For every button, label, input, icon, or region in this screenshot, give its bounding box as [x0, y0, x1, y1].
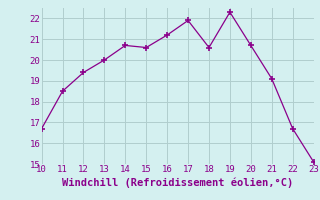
X-axis label: Windchill (Refroidissement éolien,°C): Windchill (Refroidissement éolien,°C) — [62, 177, 293, 188]
